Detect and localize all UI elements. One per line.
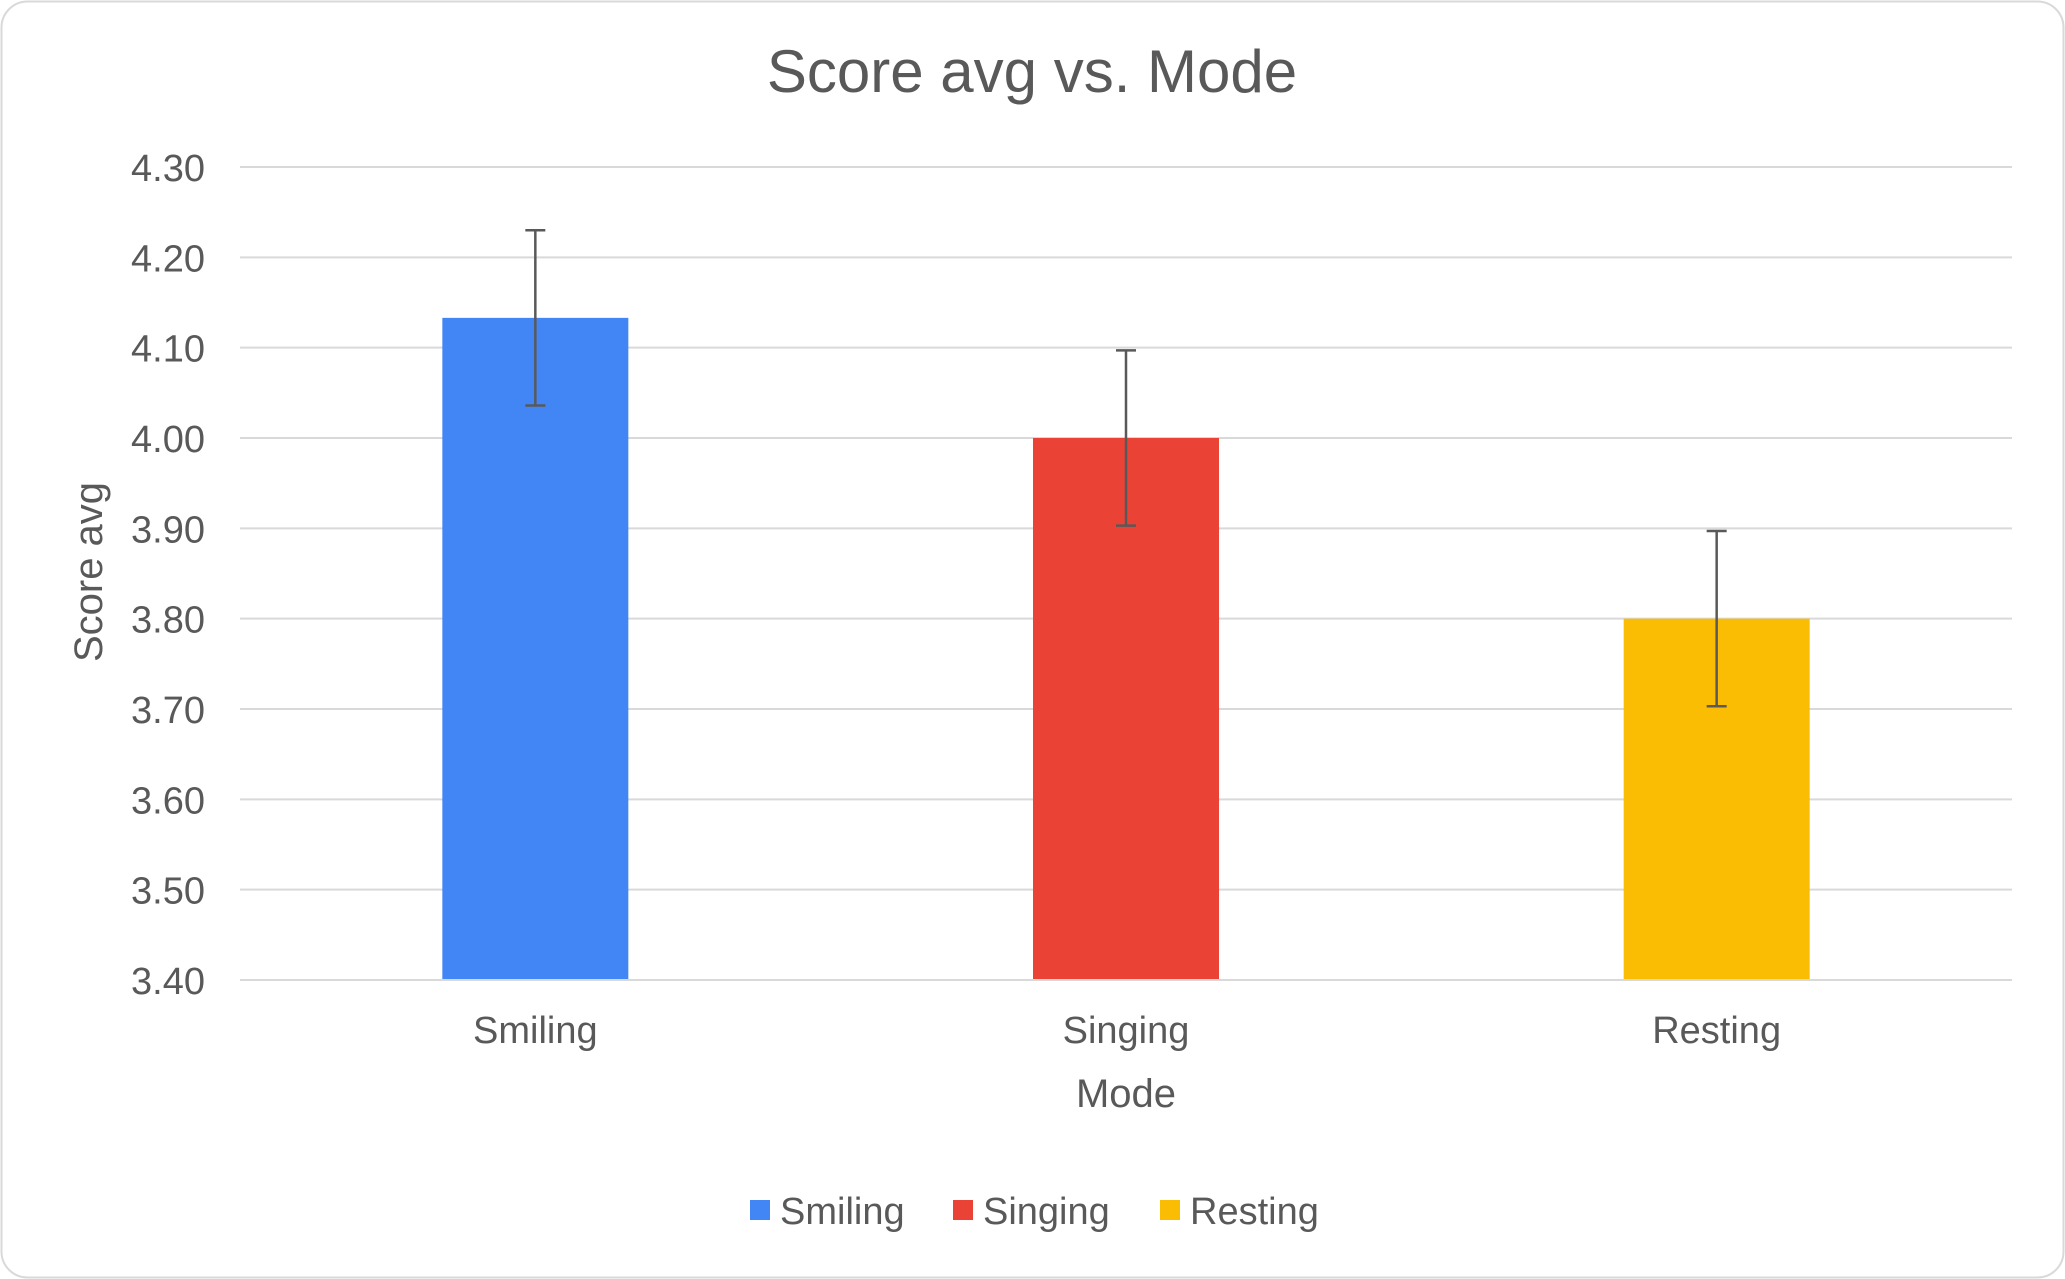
bar-singing — [1033, 438, 1219, 980]
legend-item-smiling: Smiling — [750, 1191, 905, 1233]
error-bar-smiling — [525, 228, 546, 407]
y-tick-label: 3.40 — [131, 961, 205, 1003]
bars — [442, 317, 1810, 980]
legend: Smiling Singing Resting — [750, 1191, 1319, 1233]
legend-label: Singing — [983, 1191, 1110, 1233]
legend-item-resting: Resting — [1160, 1191, 1319, 1233]
y-tick-label: 4.00 — [131, 419, 205, 461]
chart-title: Score avg vs. Mode — [767, 38, 1297, 105]
legend-item-singing: Singing — [953, 1191, 1110, 1233]
x-tick-label: Resting — [1652, 1010, 1781, 1052]
y-axis-label: Score avg — [67, 482, 111, 662]
legend-label: Smiling — [780, 1191, 905, 1233]
y-tick-label: 3.70 — [131, 690, 205, 732]
x-axis-label: Mode — [1076, 1072, 1176, 1116]
error-bar-singing — [1116, 349, 1136, 527]
x-tick-label: Smiling — [473, 1010, 598, 1052]
y-tick-label: 3.50 — [131, 871, 205, 913]
x-tick-label: Singing — [1063, 1010, 1190, 1052]
x-axis-ticks: Smiling Singing Resting — [240, 979, 2012, 1052]
y-tick-label: 4.30 — [131, 148, 205, 190]
y-tick-label: 3.80 — [131, 600, 205, 642]
y-tick-label: 3.60 — [131, 780, 205, 822]
y-axis-ticks: 3.40 3.50 3.60 3.70 3.80 3.90 4.00 4.10 4.20 4.30 — [131, 148, 205, 1003]
error-bar-resting — [1706, 529, 1727, 708]
legend-swatch — [1160, 1200, 1180, 1220]
legend-swatch — [953, 1200, 973, 1220]
legend-swatch — [750, 1200, 770, 1220]
y-tick-label: 4.10 — [131, 329, 205, 371]
y-tick-label: 3.90 — [131, 509, 205, 551]
y-tick-label: 4.20 — [131, 238, 205, 280]
error-bars — [525, 228, 1727, 708]
legend-label: Resting — [1190, 1191, 1319, 1233]
bar-smiling — [442, 317, 629, 980]
